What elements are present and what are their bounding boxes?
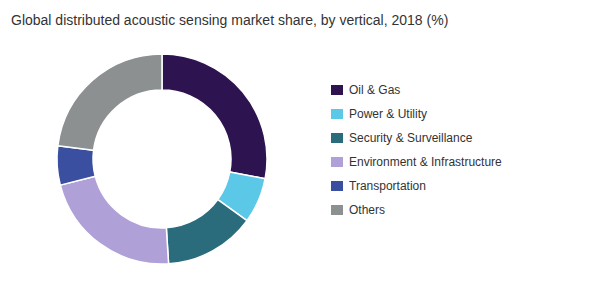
svg-text:Power & Utility: Power & Utility — [349, 107, 427, 121]
svg-text:Environment & Infrastructure: Environment & Infrastructure — [349, 155, 502, 169]
svg-text:Global distributed acoustic se: Global distributed acoustic sensing mark… — [11, 12, 448, 28]
svg-text:Transportation: Transportation — [349, 179, 426, 193]
svg-text:Security & Surveillance: Security & Surveillance — [349, 131, 473, 145]
svg-text:Others: Others — [349, 203, 385, 217]
svg-text:Oil & Gas: Oil & Gas — [349, 83, 400, 97]
